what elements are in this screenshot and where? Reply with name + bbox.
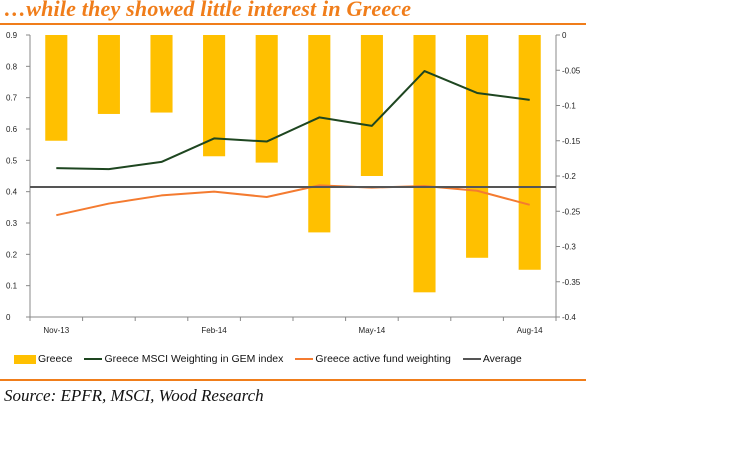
title-rule xyxy=(0,23,586,25)
legend-item-fund: Greece active fund weighting xyxy=(295,353,451,365)
left-tick-label: 0 xyxy=(6,313,11,322)
legend-swatch-fund xyxy=(295,358,314,360)
left-tick-label: 0.6 xyxy=(6,125,18,134)
legend-item-msci: Greece MSCI Weighting in GEM index xyxy=(84,353,283,365)
right-tick-label: -0.2 xyxy=(562,172,576,181)
source-rule xyxy=(0,379,586,381)
chart: 0 0.1 0.2 0.3 0.4 0.5 0.6 0.7 0.8 0.9 0 -0.05 -0.1 -… xyxy=(6,31,581,335)
left-tick-label: 0.7 xyxy=(6,94,18,103)
greece-bar xyxy=(413,35,436,293)
greece-bar xyxy=(518,35,541,270)
greece-bar xyxy=(97,35,120,114)
right-tick-label: -0.35 xyxy=(562,278,581,287)
legend-label-greece: Greece xyxy=(38,353,73,365)
legend-swatch-average xyxy=(462,358,481,360)
right-tick-label: -0.3 xyxy=(562,243,576,252)
greece-bars xyxy=(45,35,541,293)
legend: Greece Greece MSCI Weighting in GEM inde… xyxy=(14,353,534,365)
source-note: Source: EPFR, MSCI, Wood Research xyxy=(4,386,264,405)
left-tick-label: 0.8 xyxy=(6,62,18,71)
x-tick-label: May-14 xyxy=(359,326,386,335)
left-tick-label: 0.9 xyxy=(6,31,18,40)
legend-label-msci: Greece MSCI Weighting in GEM index xyxy=(104,353,284,365)
left-axis: 0 0.1 0.2 0.3 0.4 0.5 0.6 0.7 0.8 0.9 xyxy=(6,31,31,322)
msci-weighting-line xyxy=(56,70,530,171)
greece-bar xyxy=(45,35,68,141)
left-tick-label: 0.3 xyxy=(6,219,18,228)
right-tick-label: -0.4 xyxy=(562,313,576,322)
greece-bar xyxy=(255,35,278,163)
left-tick-label: 0.5 xyxy=(6,156,18,165)
greece-bar xyxy=(308,35,331,233)
greece-bar xyxy=(150,35,173,113)
x-tick-label: Feb-14 xyxy=(201,326,227,335)
legend-swatch-greece xyxy=(14,354,36,364)
greece-bar xyxy=(203,35,226,157)
greece-bar xyxy=(466,35,489,258)
right-tick-label: 0 xyxy=(562,31,567,40)
right-tick-label: -0.25 xyxy=(562,207,581,216)
legend-label-average: Average xyxy=(482,353,522,365)
x-axis: Nov-13 Feb-14 May-14 Aug-14 xyxy=(29,316,557,335)
x-tick-label: Nov-13 xyxy=(43,326,69,335)
line-series xyxy=(30,70,556,217)
x-tick-label: Aug-14 xyxy=(517,326,543,335)
right-tick-label: -0.05 xyxy=(562,66,581,75)
left-tick-label: 0.4 xyxy=(6,188,18,197)
right-tick-label: -0.15 xyxy=(562,137,581,146)
legend-swatch-msci xyxy=(84,358,103,360)
chart-title: …while they showed little interest in Gr… xyxy=(4,0,412,21)
left-tick-label: 0.1 xyxy=(6,282,18,291)
left-tick-label: 0.2 xyxy=(6,250,18,259)
right-axis: 0 -0.05 -0.1 -0.15 -0.2 -0.25 -0.3 -0.35 -0.4 xyxy=(555,31,581,322)
legend-label-fund: Greece active fund weighting xyxy=(315,353,451,365)
fund-weighting-line xyxy=(56,184,530,217)
legend-item-greece: Greece xyxy=(14,353,72,365)
legend-item-average: Average xyxy=(462,353,522,365)
greece-bar xyxy=(360,35,383,176)
right-tick-label: -0.1 xyxy=(562,102,576,111)
